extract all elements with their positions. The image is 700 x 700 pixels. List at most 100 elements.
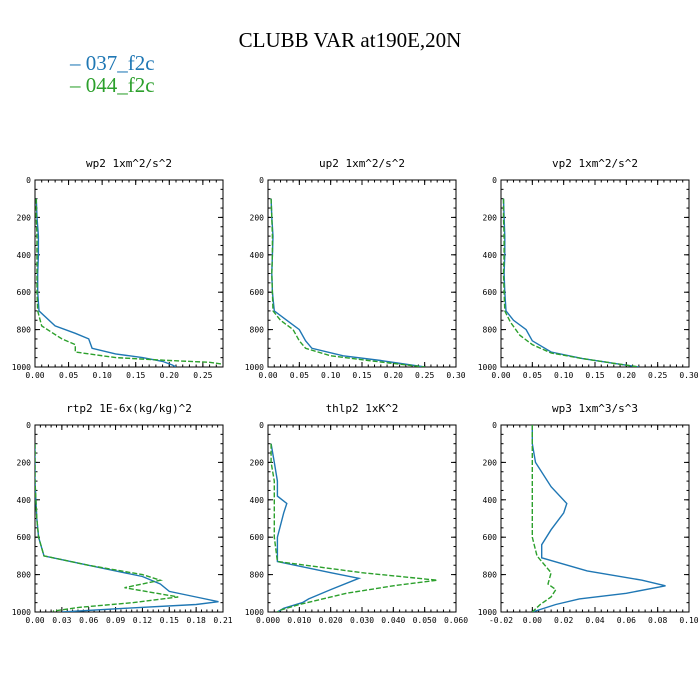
series-line-044_f2c [35,198,223,365]
y-tick-label: 0 [492,176,497,185]
series-line-037_f2c [270,198,425,367]
y-tick-label: 600 [483,288,498,297]
x-tick-label: 0.15 [126,371,145,380]
panel-title: rtp2 1E-6x(kg/kg)^2 [66,402,192,415]
figure-title: CLUBB VAR at190E,20N [238,28,462,52]
x-tick-label: 0.06 [79,616,98,625]
y-tick-label: 1000 [12,363,31,372]
y-tick-label: 400 [250,496,265,505]
x-tick-label: 0.10 [554,371,573,380]
y-tick-label: 200 [483,458,498,467]
x-tick-label: 0.05 [523,371,542,380]
chart-panel-4: rtp2 1E-6x(kg/kg)^2 0.00 0.03 0.06 0.09 0.12 0… [12,402,233,625]
x-tick-label: 0.20 [160,371,179,380]
y-tick-label: 600 [17,288,32,297]
chart-panel-5: thlp2 1xK^2 0.000 0.010 0.020 0.030 0.040 0.05… [245,402,468,625]
x-tick-label: 0.15 [352,371,371,380]
x-tick-label: 0.050 [413,616,437,625]
y-tick-label: 1000 [478,363,497,372]
y-tick-label: 200 [250,213,265,222]
x-tick-label: 0.040 [381,616,405,625]
x-tick-label: 0.21 [213,616,232,625]
y-tick-label: 0 [259,421,264,430]
x-tick-label: 0.20 [617,371,636,380]
plot-frame [267,179,457,368]
x-tick-label: 0.010 [287,616,311,625]
x-tick-label: 0.00 [25,371,44,380]
x-tick-label: 0.04 [585,616,604,625]
y-tick-label: 800 [250,571,265,580]
y-tick-label: 0 [26,176,31,185]
y-tick-label: 0 [259,176,264,185]
x-tick-label: 0.06 [617,616,636,625]
x-tick-label: 0.10 [93,371,112,380]
y-tick-label: 200 [250,458,265,467]
panel-title: wp2 1xm^2/s^2 [86,157,172,170]
y-tick-label: 1000 [245,608,264,617]
plot-frame [34,424,224,613]
x-tick-label: 0.05 [59,371,78,380]
series-line-044_f2c [502,198,640,367]
x-tick-label: 0.08 [648,616,667,625]
y-tick-label: 800 [17,571,32,580]
panel-title: up2 1xm^2/s^2 [319,157,405,170]
y-tick-label: 200 [483,213,498,222]
x-tick-label: 0.25 [193,371,212,380]
series-line-037_f2c [270,443,362,612]
y-tick-label: 800 [17,326,32,335]
x-tick-label: -0.02 [489,616,513,625]
chart-panel-6: wp3 1xm^3/s^3 -0.02 0.00 0.02 0.04 0.06 0.08 0.… [478,402,699,625]
y-tick-label: 600 [17,533,32,542]
y-tick-label: 600 [250,533,265,542]
series-line-044_f2c [270,443,438,612]
y-tick-label: 400 [483,496,498,505]
y-tick-label: 200 [17,458,32,467]
series-line-037_f2c [35,198,177,367]
plot-frame [500,424,690,613]
series-line-044_f2c [270,198,425,367]
y-tick-label: 0 [26,421,31,430]
panel-title: wp3 1xm^3/s^3 [552,402,638,415]
y-tick-label: 400 [250,251,265,260]
plot-frame [34,179,224,368]
x-tick-label: 0.060 [444,616,468,625]
x-tick-label: 0.00 [258,371,277,380]
x-tick-label: 0.12 [133,616,152,625]
x-tick-label: 0.030 [350,616,374,625]
x-tick-label: 0.10 [321,371,340,380]
panel-title: thlp2 1xK^2 [326,402,399,415]
y-tick-label: 1000 [478,608,497,617]
series-line-044_f2c [531,425,557,612]
y-tick-label: 1000 [12,608,31,617]
legend-entry-037: – 037_f2c [70,51,155,75]
y-tick-label: 0 [492,421,497,430]
x-tick-label: 0.25 [415,371,434,380]
series-line-044_f2c [35,443,179,612]
y-tick-label: 400 [17,496,32,505]
x-tick-label: 0.09 [106,616,125,625]
x-tick-label: 0.15 [585,371,604,380]
chart-panel-2: up2 1xm^2/s^2 0.00 0.05 0.10 0.15 0.20 0.25 0.3… [245,157,466,380]
y-tick-label: 400 [483,251,498,260]
x-tick-label: 0.18 [187,616,206,625]
x-tick-label: 0.05 [290,371,309,380]
x-tick-label: 0.00 [25,616,44,625]
x-tick-label: 0.00 [523,616,542,625]
panel-title: vp2 1xm^2/s^2 [552,157,638,170]
y-tick-label: 800 [483,571,498,580]
plot-frame [267,424,457,613]
x-tick-label: 0.30 [679,371,698,380]
series-line-037_f2c [502,198,640,367]
x-tick-label: 0.20 [384,371,403,380]
y-tick-label: 600 [483,533,498,542]
y-tick-label: 800 [250,326,265,335]
y-tick-label: 400 [17,251,32,260]
x-tick-label: 0.00 [491,371,510,380]
y-tick-label: 600 [250,288,265,297]
plot-frame [500,179,690,368]
y-tick-label: 1000 [245,363,264,372]
x-tick-label: 0.020 [319,616,343,625]
series-line-037_f2c [531,425,666,612]
x-tick-label: 0.03 [52,616,71,625]
